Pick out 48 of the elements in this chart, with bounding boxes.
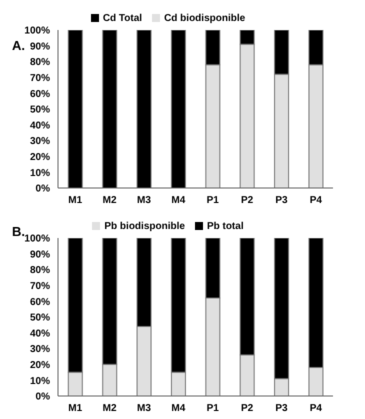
y-tick-label: 80%	[30, 57, 50, 68]
y-tick-label: 20%	[30, 360, 50, 371]
x-tick-label: P1	[206, 403, 220, 414]
y-tick-label: 70%	[30, 280, 50, 292]
y-tick-label: 80%	[30, 265, 50, 276]
legend-label: Cd biodisponible	[164, 13, 246, 24]
y-tick-label: 100%	[24, 26, 50, 37]
x-tick-label: P3	[275, 403, 288, 414]
y-tick-label: 30%	[30, 344, 50, 356]
bar	[68, 30, 83, 188]
text: A.	[12, 38, 25, 53]
y-tick-label: 40%	[30, 120, 50, 132]
x-tick-label: M2	[102, 403, 117, 414]
y-tick-label: 90%	[30, 249, 50, 260]
bar	[136, 30, 152, 188]
x-tick-label: M2	[102, 195, 117, 206]
y-tick-label: 50%	[30, 104, 50, 116]
y-tick-label: 40%	[30, 328, 50, 340]
text: B.	[12, 224, 25, 239]
x-tick-label: M1	[68, 403, 83, 414]
x-tick-label: P3	[275, 195, 288, 206]
x-tick-label: M4	[171, 403, 186, 414]
y-tick-label: 30%	[30, 136, 50, 148]
legend-label: Pb biodisponible	[104, 221, 185, 232]
x-tick-label: P4	[310, 403, 322, 414]
bar	[170, 30, 186, 188]
x-tick-label: M1	[68, 195, 83, 206]
legend-label: Cd Total	[102, 13, 142, 24]
x-tick-label: M3	[136, 403, 152, 414]
x-tick-label: M3	[136, 195, 152, 206]
x-tick-label: P2	[240, 403, 254, 414]
bar	[102, 30, 118, 188]
y-tick-label: 0%	[36, 392, 50, 403]
y-tick-label: 10%	[30, 168, 50, 179]
y-tick-label: 20%	[30, 152, 50, 163]
x-tick-label: P2	[240, 195, 254, 206]
y-tick-label: 10%	[30, 376, 50, 387]
y-tick-label: 50%	[30, 312, 50, 324]
x-tick-label: M4	[171, 195, 186, 206]
y-tick-label: 100%	[24, 234, 50, 245]
x-tick-label: P4	[310, 195, 322, 206]
y-tick-label: 60%	[30, 296, 50, 308]
y-tick-label: 90%	[30, 41, 50, 52]
y-tick-label: 0%	[36, 184, 50, 195]
y-tick-label: 70%	[30, 72, 50, 84]
y-tick-label: 60%	[30, 88, 50, 100]
legend-label: Pb total	[206, 221, 244, 232]
x-tick-label: P1	[206, 195, 220, 206]
